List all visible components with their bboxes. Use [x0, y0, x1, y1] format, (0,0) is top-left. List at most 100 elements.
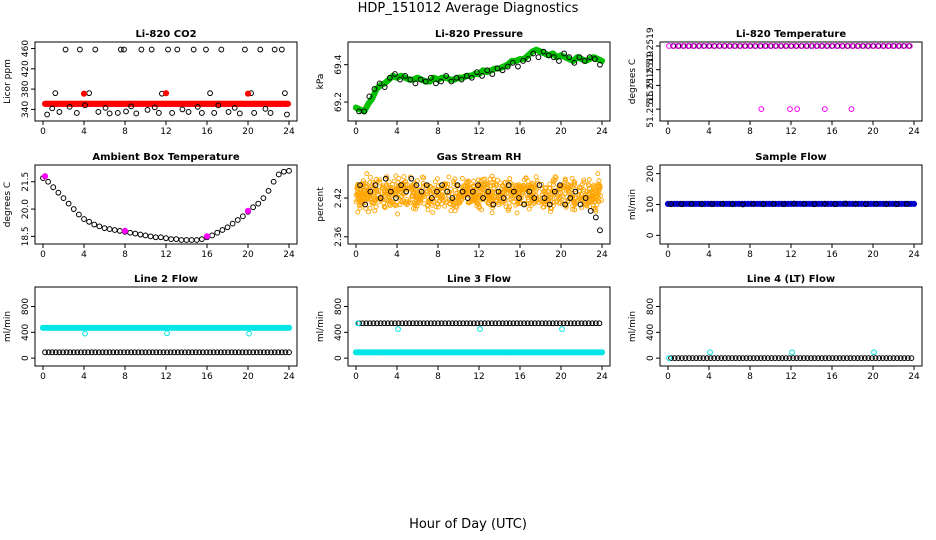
y-tick-label: 420	[21, 60, 31, 77]
data-point	[106, 226, 113, 232]
data-point	[493, 183, 499, 188]
x-tick-label: 20	[867, 250, 879, 260]
data-point	[505, 182, 512, 189]
data-point	[526, 188, 533, 195]
data-point	[531, 195, 538, 201]
data-point	[527, 187, 533, 193]
data-point	[815, 355, 822, 362]
data-point	[693, 355, 700, 362]
data-point	[360, 182, 366, 188]
data-point	[398, 182, 405, 189]
data-point	[270, 178, 277, 185]
data-point	[551, 188, 558, 195]
series-cyan-outliers	[355, 320, 565, 332]
data-point	[144, 107, 151, 113]
data-point	[372, 182, 379, 189]
data-point	[480, 182, 486, 188]
data-point	[56, 109, 63, 115]
data-point	[133, 110, 140, 117]
plot-area	[664, 200, 918, 208]
x-tick-label: 20	[555, 127, 567, 137]
data-point	[488, 320, 495, 327]
data-point	[586, 199, 592, 205]
data-point	[92, 349, 99, 356]
x-tick-label: 24	[283, 127, 295, 137]
data-point	[368, 174, 373, 180]
data-point	[729, 201, 736, 208]
data-point	[901, 355, 908, 362]
data-point	[185, 349, 192, 356]
data-point	[402, 72, 409, 79]
data-point	[517, 320, 524, 327]
data-point	[847, 355, 854, 362]
panel-line-4-lt-flow: Line 4 (LT) Flow 0 4 8 12 16 20 24 0 400 800 ml/min	[628, 274, 923, 382]
panel-title: Line 4 (LT) Flow	[747, 274, 835, 285]
data-point	[244, 90, 252, 97]
data-point	[761, 355, 768, 362]
data-point	[516, 195, 522, 201]
x-tick-label: 0	[40, 127, 46, 137]
x-tick-label: 8	[747, 250, 753, 260]
y-axis-label: ml/min	[628, 311, 638, 342]
data-point	[586, 54, 593, 61]
data-point	[160, 349, 167, 356]
data-point	[355, 187, 361, 192]
x-tick-label: 20	[867, 127, 879, 137]
y-tick-label: 51.2519	[646, 27, 656, 64]
data-point	[81, 349, 88, 356]
data-point	[578, 320, 585, 327]
data-point	[264, 349, 271, 356]
data-point	[113, 349, 120, 356]
data-point	[854, 355, 861, 362]
plot-area	[666, 43, 913, 113]
x-tick-label: 12	[785, 372, 796, 382]
x-tick-label: 0	[665, 127, 671, 137]
y-tick-label: 400	[21, 323, 31, 340]
panel-title: Gas Stream RH	[437, 152, 522, 163]
data-point	[591, 193, 597, 199]
data-point	[255, 200, 262, 207]
panel-title: Li-820 CO2	[135, 29, 196, 40]
data-point	[577, 201, 584, 208]
data-point	[131, 349, 138, 356]
data-point	[567, 195, 574, 201]
data-point	[559, 326, 565, 332]
x-tick-label: 24	[596, 250, 608, 260]
y-tick-label: 69.2	[334, 92, 344, 112]
data-point	[582, 195, 589, 201]
data-point	[214, 349, 221, 356]
data-point	[421, 175, 427, 181]
data-point	[435, 320, 441, 327]
data-point	[490, 201, 497, 208]
y-tick-label: 200	[646, 165, 656, 182]
data-point	[446, 174, 452, 180]
data-point	[521, 201, 527, 208]
data-point	[592, 320, 599, 327]
data-point	[525, 197, 531, 202]
data-point	[260, 195, 267, 202]
x-tick-label: 8	[435, 250, 441, 260]
data-point	[417, 188, 423, 194]
data-point	[386, 74, 393, 81]
data-point	[907, 43, 913, 49]
data-point	[194, 103, 201, 110]
data-point	[910, 200, 918, 207]
data-point	[433, 80, 439, 87]
data-point	[423, 191, 429, 197]
data-point	[779, 355, 786, 362]
data-point	[452, 176, 458, 182]
data-point	[203, 233, 211, 240]
data-point	[548, 209, 553, 215]
data-point	[592, 214, 599, 221]
data-point	[485, 181, 491, 187]
data-point	[393, 188, 399, 194]
data-point	[246, 330, 252, 337]
data-point	[82, 102, 88, 109]
data-point	[82, 330, 88, 337]
data-point	[479, 72, 485, 79]
data-point	[409, 320, 416, 327]
y-tick-label: 400	[334, 323, 344, 340]
data-point	[49, 349, 56, 356]
data-point	[585, 182, 591, 187]
data-point	[709, 201, 715, 208]
